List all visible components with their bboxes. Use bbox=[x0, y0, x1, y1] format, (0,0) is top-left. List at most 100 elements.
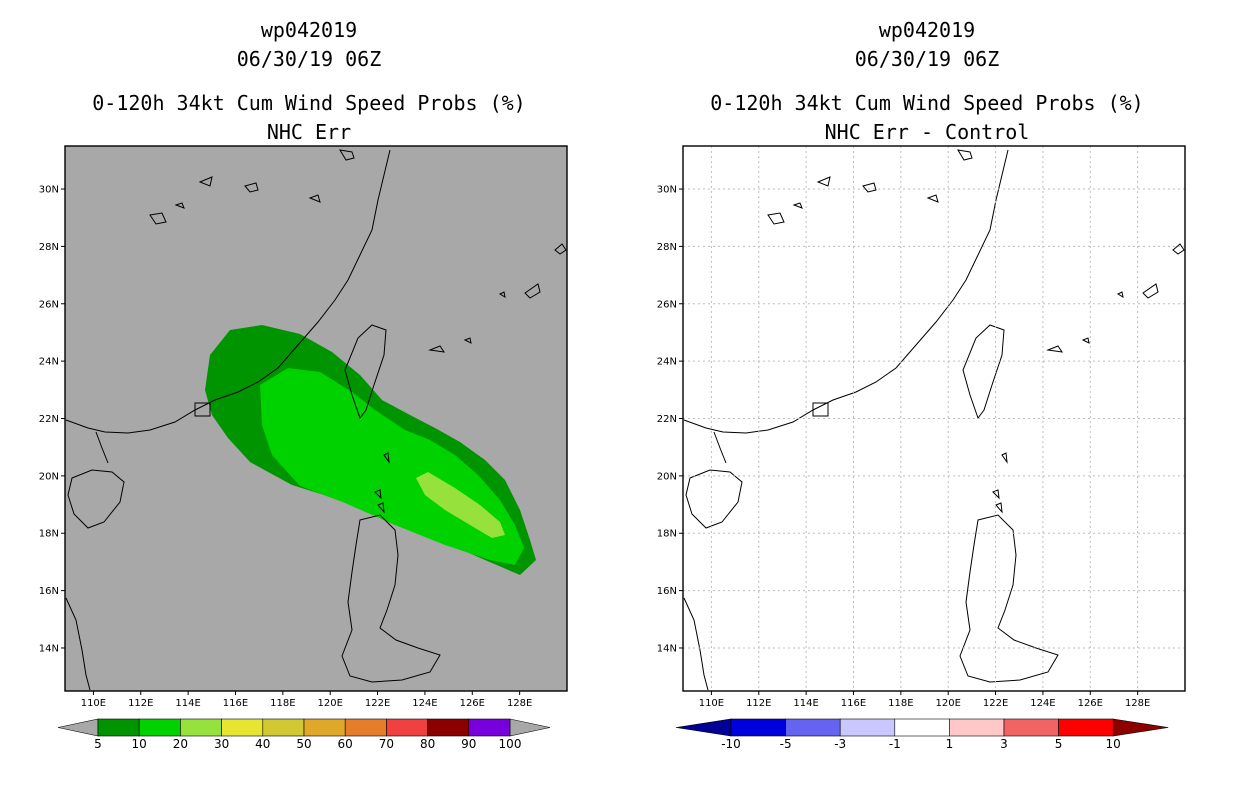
datetime: 06/30/19 06Z bbox=[236, 47, 382, 71]
colorbar-swatch bbox=[427, 718, 470, 737]
lon-label: 110E bbox=[699, 698, 724, 709]
colorbar-label: 1 bbox=[946, 737, 954, 751]
colorbar-swatch bbox=[468, 718, 511, 737]
colorbar-swatch bbox=[303, 718, 346, 737]
lon-label: 128E bbox=[1125, 698, 1150, 709]
colorbar-label: 90 bbox=[461, 737, 476, 751]
panel-subtitle: NHC Err - Control bbox=[824, 120, 1030, 144]
colorbar-swatch bbox=[180, 718, 222, 737]
axes: 30N 28N 26N 24N 22N 20N 18N 16N 14N 110E 112E 114E 1… bbox=[657, 185, 1151, 709]
lat-label: 30N bbox=[657, 185, 677, 196]
lon-label: 126E bbox=[460, 698, 485, 709]
lat-label: 24N bbox=[657, 357, 677, 368]
panel-subtitle: NHC Err bbox=[266, 120, 352, 144]
colorbar-arrow-left bbox=[57, 718, 99, 737]
colorbar-swatch bbox=[221, 718, 264, 737]
colorbar-label: 70 bbox=[379, 737, 394, 751]
lon-label: 118E bbox=[270, 698, 295, 709]
lat-label: 28N bbox=[39, 242, 59, 253]
coastlines bbox=[65, 149, 441, 691]
islands bbox=[767, 149, 1185, 514]
lat-label: 14N bbox=[657, 643, 677, 654]
lat-label: 14N bbox=[39, 643, 59, 654]
lon-label: 120E bbox=[318, 698, 343, 709]
lat-label: 28N bbox=[657, 242, 677, 253]
colorbar-swatch bbox=[894, 718, 950, 737]
lon-label: 124E bbox=[412, 698, 437, 709]
lat-label: 22N bbox=[39, 414, 59, 425]
colorbar-swatch bbox=[730, 718, 786, 737]
lat-label: 24N bbox=[39, 357, 59, 368]
colorbar-label: 100 bbox=[499, 737, 522, 751]
colorbar-label: 5 bbox=[94, 737, 102, 751]
colorbar-swatch bbox=[262, 718, 305, 737]
colorbar-swatch bbox=[344, 718, 387, 737]
lat-label: 18N bbox=[657, 529, 677, 540]
lon-label: 114E bbox=[175, 698, 200, 709]
lon-label: 120E bbox=[936, 698, 961, 709]
colorbar-arrow-right bbox=[1112, 718, 1169, 737]
colorbar-label: 20 bbox=[173, 737, 188, 751]
lat-label: 18N bbox=[39, 529, 59, 540]
lat-label: 26N bbox=[657, 299, 677, 310]
storm-id: wp042019 bbox=[260, 18, 358, 42]
colorbar-swatch bbox=[839, 718, 896, 737]
colorbar-label: 60 bbox=[338, 737, 353, 751]
lon-label: 124E bbox=[1030, 698, 1055, 709]
lon-label: 116E bbox=[841, 698, 866, 709]
colorbar-label: 10 bbox=[132, 737, 147, 751]
lon-label: 112E bbox=[746, 698, 771, 709]
right-panel: wp042019 06/30/19 06Z 0-120h 34kt Cum Wi… bbox=[618, 0, 1236, 800]
lat-label: 26N bbox=[39, 299, 59, 310]
right-colorbar: -10 -5 -3 -1 1 3 5 10 bbox=[675, 718, 1169, 751]
product-title: 0-120h 34kt Cum Wind Speed Probs (%) bbox=[92, 91, 526, 115]
colorbar-label: -10 bbox=[721, 737, 741, 751]
lon-label: 128E bbox=[507, 698, 532, 709]
colorbar-swatch bbox=[785, 718, 841, 737]
left-panel: wp042019 06/30/19 06Z 0-120h 34kt Cum Wi… bbox=[39, 18, 568, 751]
colorbar-swatch bbox=[386, 718, 428, 737]
coastlines bbox=[683, 149, 1059, 691]
lat-label: 30N bbox=[39, 185, 59, 196]
lon-label: 122E bbox=[983, 698, 1008, 709]
left-colorbar: 5 10 20 30 40 50 60 70 80 90 100 bbox=[57, 718, 551, 751]
colorbar-swatch bbox=[949, 718, 1005, 737]
lon-label: 110E bbox=[81, 698, 106, 709]
colorbar-label: 10 bbox=[1106, 737, 1121, 751]
colorbar-label: 50 bbox=[296, 737, 311, 751]
lat-label: 16N bbox=[657, 586, 677, 597]
plot-frame bbox=[64, 145, 568, 692]
lat-label: 22N bbox=[657, 414, 677, 425]
lon-label: 116E bbox=[223, 698, 248, 709]
colorbar-label: 40 bbox=[255, 737, 270, 751]
colorbar-arrow-right bbox=[509, 718, 551, 737]
colorbar-label: 30 bbox=[214, 737, 229, 751]
lon-label: 118E bbox=[888, 698, 913, 709]
lon-label: 126E bbox=[1078, 698, 1103, 709]
prob-zone-20 bbox=[416, 472, 505, 538]
colorbar-label: 3 bbox=[1000, 737, 1008, 751]
colorbar-swatch bbox=[97, 718, 140, 737]
datetime: 06/30/19 06Z bbox=[854, 47, 1000, 71]
grid-lines bbox=[683, 146, 1185, 691]
colorbar-label: -5 bbox=[780, 737, 792, 751]
colorbar-arrow-left bbox=[675, 718, 732, 737]
storm-id: wp042019 bbox=[878, 18, 976, 42]
left-map: 30N 28N 26N 24N 22N 20N 18N 16N 14N 110E 112E 114E 1… bbox=[39, 145, 568, 709]
right-map: 30N 28N 26N 24N 22N 20N 18N 16N 14N 110E 112E 114E 1… bbox=[657, 145, 1186, 709]
probability-swath bbox=[205, 325, 536, 575]
lat-label: 20N bbox=[657, 471, 677, 482]
colorbar-swatch bbox=[1003, 718, 1059, 737]
colorbar-swatch bbox=[138, 718, 181, 737]
colorbar-label: 80 bbox=[420, 737, 435, 751]
product-title: 0-120h 34kt Cum Wind Speed Probs (%) bbox=[710, 91, 1144, 115]
plot-frame bbox=[682, 145, 1186, 692]
lon-label: 122E bbox=[365, 698, 390, 709]
lat-label: 16N bbox=[39, 586, 59, 597]
axes: 30N 28N 26N 24N 22N 20N 18N 16N 14N 110E 112E 114E 1… bbox=[39, 185, 533, 709]
colorbar-label: -3 bbox=[834, 737, 846, 751]
lon-label: 114E bbox=[793, 698, 818, 709]
lat-label: 20N bbox=[39, 471, 59, 482]
islands bbox=[149, 149, 567, 514]
lon-label: 112E bbox=[128, 698, 153, 709]
